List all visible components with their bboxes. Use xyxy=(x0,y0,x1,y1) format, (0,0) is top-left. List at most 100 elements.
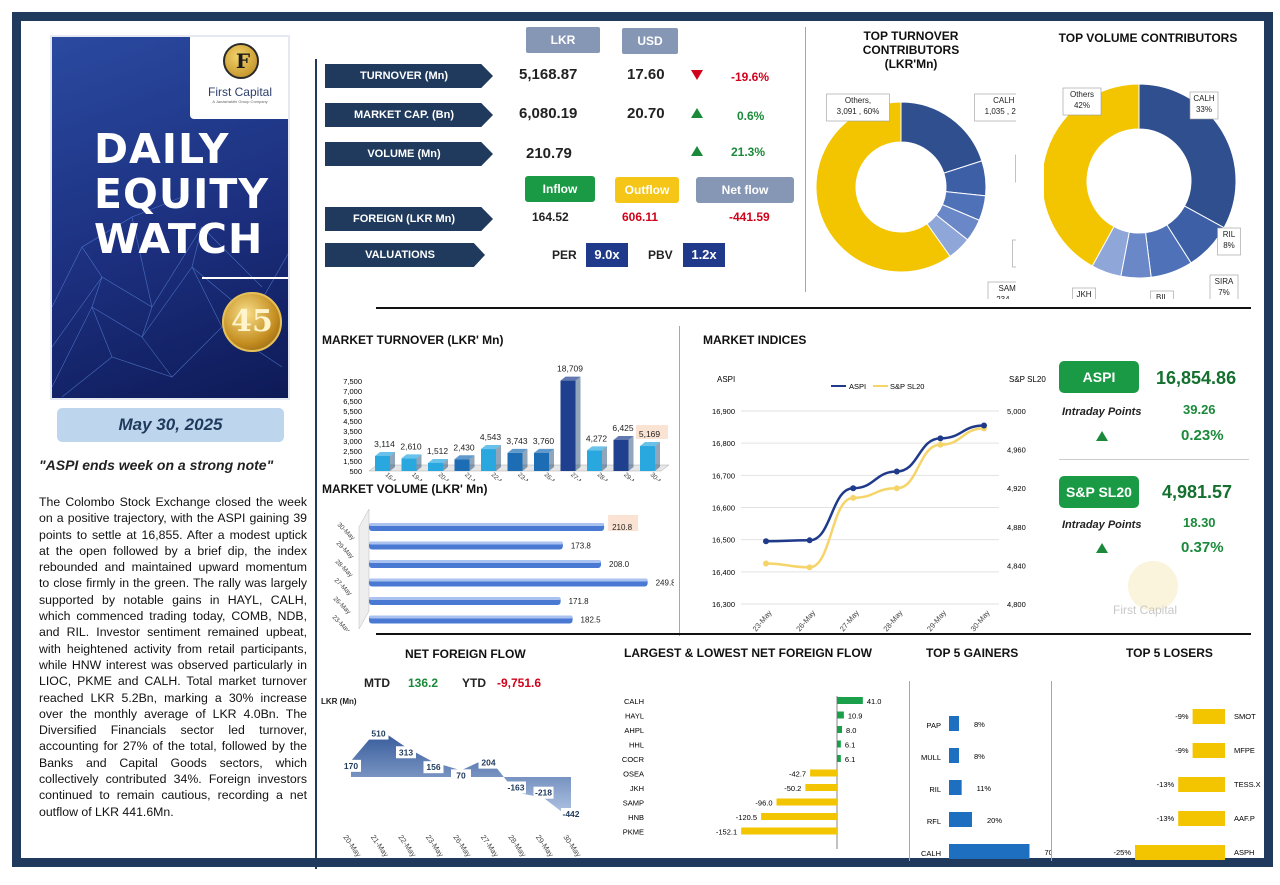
netflow-header: Net flow xyxy=(696,177,794,203)
mcap-lkr: 6,080.19 xyxy=(519,105,578,122)
data-label-bg xyxy=(341,759,361,772)
pie-label-box xyxy=(1062,87,1102,116)
sp-pct: 0.37% xyxy=(1181,539,1224,556)
pie-data-label: Others xyxy=(1070,90,1094,99)
data-label: 6.1 xyxy=(845,755,855,764)
x-tick: 23-May xyxy=(751,608,774,633)
y-tick: 6,500 xyxy=(343,397,362,406)
data-label: 8% xyxy=(974,720,985,729)
pie-data-label: BIL xyxy=(1156,293,1169,299)
data-label: 4,272 xyxy=(586,433,608,443)
category-label: MFPE xyxy=(1234,746,1255,755)
indices-line-chart: ASPI S&P SL20 ASPI S&P SL20 16,300 16,400 16,5… xyxy=(712,375,1046,633)
y-tick: 3,000 xyxy=(343,437,362,446)
aspi-point xyxy=(937,435,944,442)
bar-highlight xyxy=(369,560,601,563)
y-tick-left: 16,900 xyxy=(712,407,735,416)
y-tick-left: 16,700 xyxy=(712,471,735,480)
volume-contrib-title: TOP VOLUME CONTRIBUTORS xyxy=(1058,31,1238,45)
aspi-point xyxy=(850,485,857,492)
x-tick: 30-May xyxy=(561,833,583,857)
bar-top xyxy=(481,445,501,450)
x-tick: 22-May xyxy=(490,471,511,481)
y-tick: 29-May xyxy=(335,540,356,561)
pie-label-box xyxy=(1072,287,1096,299)
pbv-value: 1.2x xyxy=(683,243,725,267)
y-tick: 4,500 xyxy=(343,417,362,426)
bar-side xyxy=(416,454,422,471)
sp-point xyxy=(893,485,900,492)
losers-divider xyxy=(1051,681,1052,861)
category-label: TESS.X xyxy=(1234,780,1261,789)
data-label: -9% xyxy=(1175,712,1189,721)
data-label: 2,430 xyxy=(453,442,475,452)
volume-chart-title: MARKET VOLUME (LKR' Mn) xyxy=(322,482,488,496)
report-page: F First Capital A Janashakthi Group Comp… xyxy=(12,12,1273,869)
losers-bar-chart: -9% SMOT -9% MFPE -13% TESS.X -13% AAF.P -25% ASP… xyxy=(1113,709,1261,860)
bar xyxy=(949,748,959,763)
data-label: 1,512 xyxy=(427,446,449,456)
column-divider xyxy=(315,59,317,869)
bar-top xyxy=(560,376,581,381)
x-tick: 21-May xyxy=(369,833,391,857)
x-tick: 26-May xyxy=(451,833,473,857)
data-label: 20% xyxy=(987,816,1002,825)
data-label: 6.1 xyxy=(845,741,855,750)
bar-top xyxy=(640,442,660,447)
usd-header: USD xyxy=(622,28,678,54)
data-label: -442 xyxy=(562,809,579,819)
foreign-net: -441.59 xyxy=(729,210,770,224)
category-label: CALH xyxy=(624,697,644,706)
y-tick: 5,500 xyxy=(343,407,362,416)
bar-highlight xyxy=(369,615,573,619)
data-label: 70 xyxy=(456,770,466,780)
data-label: -50.2 xyxy=(784,784,801,793)
data-label: 156 xyxy=(426,762,440,772)
category-label: JKH xyxy=(630,784,644,793)
bar xyxy=(481,449,496,471)
bar-side xyxy=(469,455,475,471)
bar-side xyxy=(575,376,581,471)
up-arrow-icon xyxy=(1096,543,1108,553)
sp-point xyxy=(937,441,944,448)
data-label: 5,169 xyxy=(639,429,661,439)
bar xyxy=(1135,845,1225,860)
pie-data-label: CALH xyxy=(1193,94,1215,103)
valuations-label: VALUATIONS xyxy=(325,243,485,267)
y-tick-right: 5,000 xyxy=(1007,407,1026,416)
pie-data-label: 33% xyxy=(1196,105,1212,114)
turnover-change: -19.6% xyxy=(731,70,770,84)
x-tick: 16-May xyxy=(384,471,405,481)
up-arrow-icon xyxy=(691,108,703,118)
gainers-bar-chart: PAP 8% MULL 8% RIL 11% RFL 20% CALH 70% xyxy=(921,716,1051,859)
pie-data-label: 1,035 , 20% xyxy=(985,107,1016,116)
down-arrow-icon xyxy=(691,70,703,80)
foreign-label: FOREIGN (LKR Mn) xyxy=(325,207,493,231)
bar xyxy=(1192,709,1225,724)
bar-side xyxy=(522,448,528,471)
section-rule xyxy=(376,633,1251,635)
pie-label-box xyxy=(974,93,1016,122)
aspi-point xyxy=(763,538,769,545)
turnover-usd: 17.60 xyxy=(627,66,665,83)
data-label: 2,610 xyxy=(400,441,422,451)
bar xyxy=(837,755,841,762)
data-label: 3,760 xyxy=(533,436,555,446)
x-tick: 30-May xyxy=(969,608,992,633)
right-axis-title: S&P SL20 xyxy=(1009,375,1046,384)
watermark-logo-icon xyxy=(1128,561,1178,611)
data-label-bg xyxy=(396,746,416,759)
data-label: -13% xyxy=(1157,780,1175,789)
data-label: 10.9 xyxy=(848,712,863,721)
sp-badge: S&P SL20 xyxy=(1059,476,1139,508)
legend-aspi: ASPI xyxy=(849,382,866,391)
pie-data-label: RIL xyxy=(1223,230,1236,239)
bar xyxy=(587,450,602,471)
largest-flow-bar-chart: CALH 41.0 HAYL 10.9 AHPL 8.0 HHL 6.1 COCR 6.1 OSEA… xyxy=(622,696,881,849)
category-label: PKME xyxy=(623,828,644,837)
category-label: HAYL xyxy=(625,712,644,721)
data-label-bg xyxy=(478,756,499,769)
bar xyxy=(805,784,837,791)
data-label: 8.0 xyxy=(846,726,856,735)
data-label: 313 xyxy=(399,747,413,757)
